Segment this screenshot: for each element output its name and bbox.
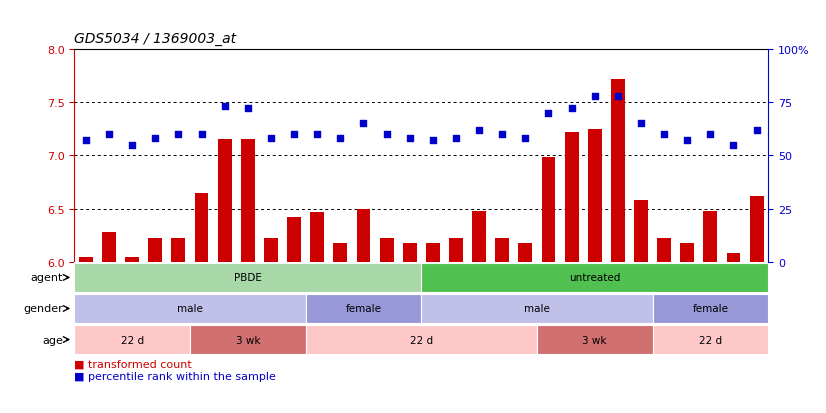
Bar	[241, 140, 254, 262]
Point	[519, 135, 532, 142]
Point	[496, 131, 509, 138]
Point	[102, 131, 116, 138]
Point	[287, 131, 301, 138]
Bar	[380, 239, 393, 262]
Bar	[74, 294, 306, 324]
Point	[704, 131, 717, 138]
Text: female: female	[345, 304, 382, 314]
Bar	[704, 211, 717, 262]
Bar	[653, 325, 768, 354]
Bar	[653, 294, 768, 324]
Bar	[681, 243, 694, 262]
Text: 22 d: 22 d	[121, 335, 144, 345]
Point	[311, 131, 324, 138]
Bar	[588, 129, 601, 262]
Text: ■ transformed count: ■ transformed count	[74, 359, 192, 369]
Text: PBDE: PBDE	[234, 273, 262, 283]
Point	[172, 131, 185, 138]
Text: GDS5034 / 1369003_at: GDS5034 / 1369003_at	[74, 31, 236, 45]
Bar	[102, 233, 116, 262]
Text: gender: gender	[23, 304, 63, 314]
Point	[264, 135, 278, 142]
Bar	[750, 196, 763, 262]
Text: 22 d: 22 d	[410, 335, 433, 345]
Point	[681, 138, 694, 144]
Bar	[190, 325, 306, 354]
Bar	[195, 193, 208, 262]
Point	[380, 131, 393, 138]
Bar	[426, 243, 439, 262]
Text: male: male	[524, 304, 550, 314]
Bar	[334, 243, 347, 262]
Bar	[472, 211, 486, 262]
Point	[357, 121, 370, 127]
Bar	[74, 325, 190, 354]
Point	[403, 135, 416, 142]
Point	[565, 106, 578, 112]
Bar	[449, 239, 463, 262]
Text: agent: agent	[31, 273, 63, 283]
Bar	[172, 239, 185, 262]
Point	[241, 106, 254, 112]
Bar	[357, 209, 370, 262]
Text: untreated: untreated	[569, 273, 620, 283]
Bar	[306, 294, 421, 324]
Point	[750, 127, 763, 134]
Bar	[287, 218, 301, 262]
Text: female: female	[692, 304, 729, 314]
Point	[472, 127, 486, 134]
Point	[588, 93, 601, 100]
Bar	[657, 239, 671, 262]
Bar	[74, 263, 421, 292]
Bar	[611, 79, 624, 262]
Text: ■ percentile rank within the sample: ■ percentile rank within the sample	[74, 371, 276, 381]
Bar	[519, 243, 532, 262]
Point	[218, 104, 231, 110]
Point	[611, 93, 624, 100]
Point	[126, 142, 139, 149]
Bar	[149, 239, 162, 262]
Bar	[542, 158, 555, 262]
Point	[449, 135, 463, 142]
Bar	[565, 133, 578, 262]
Bar	[727, 254, 740, 262]
Bar	[218, 140, 231, 262]
Bar	[421, 263, 768, 292]
Text: age: age	[42, 335, 63, 345]
Text: 3 wk: 3 wk	[582, 335, 607, 345]
Bar	[126, 257, 139, 262]
Point	[634, 121, 648, 127]
Text: male: male	[177, 304, 203, 314]
Bar	[311, 212, 324, 262]
Text: 3 wk: 3 wk	[235, 335, 260, 345]
Bar	[496, 239, 509, 262]
Point	[79, 138, 93, 144]
Text: 22 d: 22 d	[699, 335, 722, 345]
Bar	[537, 325, 653, 354]
Bar	[306, 325, 537, 354]
Bar	[421, 294, 653, 324]
Point	[334, 135, 347, 142]
Point	[195, 131, 208, 138]
Point	[727, 142, 740, 149]
Bar	[634, 201, 648, 262]
Bar	[79, 257, 93, 262]
Point	[149, 135, 162, 142]
Point	[657, 131, 671, 138]
Bar	[264, 239, 278, 262]
Point	[542, 110, 555, 116]
Point	[426, 138, 439, 144]
Bar	[403, 243, 416, 262]
